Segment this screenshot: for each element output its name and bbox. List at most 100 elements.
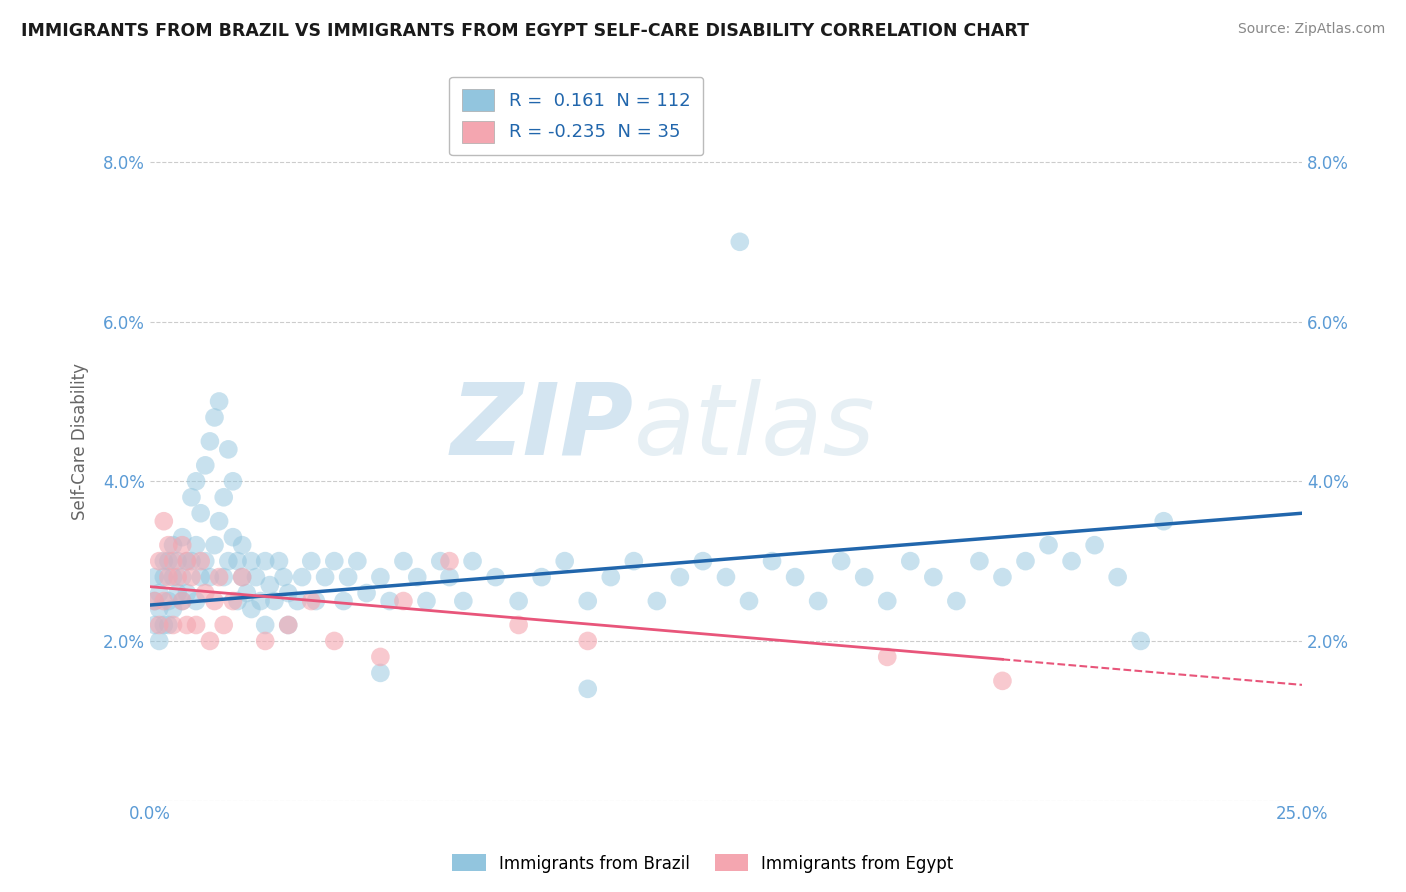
Point [1060, 554, 1083, 568]
Point [240, 554, 263, 568]
Point [194, 554, 217, 568]
Point [346, 554, 368, 568]
Point [254, 634, 277, 648]
Point [337, 570, 360, 584]
Point [356, 586, 378, 600]
Point [157, 538, 180, 552]
Point [172, 538, 194, 552]
Point [212, 570, 235, 584]
Point [245, 570, 267, 584]
Point [222, 594, 245, 608]
Point [254, 554, 277, 568]
Point [807, 594, 830, 608]
Legend: R =  0.161  N = 112, R = -0.235  N = 35: R = 0.161 N = 112, R = -0.235 N = 35 [450, 77, 703, 155]
Point [305, 594, 328, 608]
Point [172, 594, 194, 608]
Point [1153, 514, 1175, 528]
Point [148, 602, 170, 616]
Point [172, 530, 194, 544]
Point [162, 618, 184, 632]
Point [991, 570, 1014, 584]
Point [143, 570, 166, 584]
Point [623, 554, 645, 568]
Point [157, 618, 180, 632]
Point [554, 554, 576, 568]
Point [439, 554, 461, 568]
Point [530, 570, 553, 584]
Point [323, 634, 346, 648]
Point [273, 570, 295, 584]
Point [166, 554, 188, 568]
Point [190, 506, 212, 520]
Point [180, 554, 202, 568]
Point [180, 490, 202, 504]
Point [267, 554, 290, 568]
Point [576, 634, 599, 648]
Point [166, 586, 188, 600]
Point [194, 586, 217, 600]
Point [728, 235, 751, 249]
Point [576, 594, 599, 608]
Point [692, 554, 714, 568]
Point [876, 649, 898, 664]
Point [143, 594, 166, 608]
Point [429, 554, 451, 568]
Point [370, 570, 392, 584]
Point [153, 554, 176, 568]
Point [714, 570, 737, 584]
Point [143, 618, 166, 632]
Point [484, 570, 506, 584]
Point [876, 594, 898, 608]
Point [461, 554, 484, 568]
Point [222, 475, 245, 489]
Point [1038, 538, 1060, 552]
Point [172, 570, 194, 584]
Point [439, 570, 461, 584]
Text: IMMIGRANTS FROM BRAZIL VS IMMIGRANTS FROM EGYPT SELF-CARE DISABILITY CORRELATION: IMMIGRANTS FROM BRAZIL VS IMMIGRANTS FRO… [21, 22, 1029, 40]
Point [392, 554, 415, 568]
Point [217, 442, 239, 457]
Point [249, 594, 271, 608]
Legend: Immigrants from Brazil, Immigrants from Egypt: Immigrants from Brazil, Immigrants from … [446, 847, 960, 880]
Point [208, 394, 231, 409]
Point [254, 618, 277, 632]
Point [162, 602, 184, 616]
Point [406, 570, 429, 584]
Point [922, 570, 945, 584]
Text: atlas: atlas [634, 378, 876, 475]
Point [277, 618, 299, 632]
Point [898, 554, 921, 568]
Point [231, 570, 253, 584]
Point [153, 514, 176, 528]
Point [198, 434, 221, 449]
Point [291, 570, 314, 584]
Point [830, 554, 852, 568]
Point [204, 410, 226, 425]
Point [576, 681, 599, 696]
Point [645, 594, 668, 608]
Point [1129, 634, 1152, 648]
Point [240, 602, 263, 616]
Point [184, 475, 207, 489]
Point [166, 570, 188, 584]
Point [969, 554, 991, 568]
Point [162, 554, 184, 568]
Point [1084, 538, 1107, 552]
Point [392, 594, 415, 608]
Point [208, 514, 231, 528]
Point [332, 594, 354, 608]
Point [231, 538, 253, 552]
Point [172, 594, 194, 608]
Point [226, 554, 249, 568]
Point [148, 554, 170, 568]
Point [162, 538, 184, 552]
Point [143, 594, 166, 608]
Point [212, 618, 235, 632]
Point [190, 570, 212, 584]
Point [299, 594, 322, 608]
Point [226, 594, 249, 608]
Point [370, 649, 392, 664]
Point [323, 554, 346, 568]
Point [991, 673, 1014, 688]
Point [208, 570, 231, 584]
